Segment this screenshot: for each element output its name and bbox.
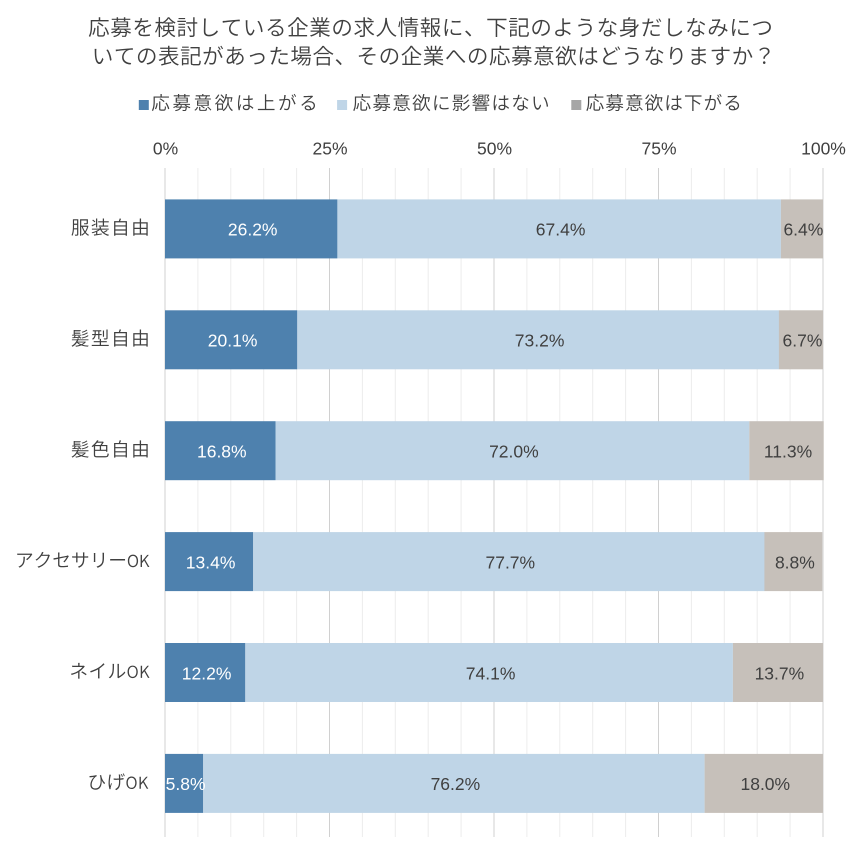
svg-text:76.2%: 76.2%	[431, 774, 481, 794]
svg-text:12.2%: 12.2%	[182, 663, 232, 683]
svg-text:67.4%: 67.4%	[536, 220, 586, 240]
svg-text:50%: 50%	[477, 138, 512, 158]
svg-text:20.1%: 20.1%	[208, 331, 258, 351]
svg-text:13.7%: 13.7%	[755, 663, 805, 683]
svg-text:5.8%: 5.8%	[166, 774, 206, 794]
svg-text:11.3%: 11.3%	[764, 442, 812, 462]
svg-text:75%: 75%	[641, 138, 676, 158]
svg-text:8.8%: 8.8%	[775, 552, 815, 572]
svg-text:18.0%: 18.0%	[740, 774, 790, 794]
svg-text:77.7%: 77.7%	[485, 552, 535, 572]
svg-text:13.4%: 13.4%	[186, 552, 236, 572]
svg-text:25%: 25%	[312, 138, 347, 158]
svg-text:0%: 0%	[153, 138, 178, 158]
svg-text:72.0%: 72.0%	[489, 442, 539, 462]
svg-text:73.2%: 73.2%	[515, 331, 565, 351]
svg-text:6.4%: 6.4%	[783, 220, 823, 240]
svg-text:74.1%: 74.1%	[466, 663, 516, 683]
svg-text:16.8%: 16.8%	[197, 442, 247, 462]
svg-text:6.7%: 6.7%	[783, 331, 823, 351]
svg-text:100%: 100%	[801, 138, 846, 158]
svg-text:26.2%: 26.2%	[228, 220, 278, 240]
